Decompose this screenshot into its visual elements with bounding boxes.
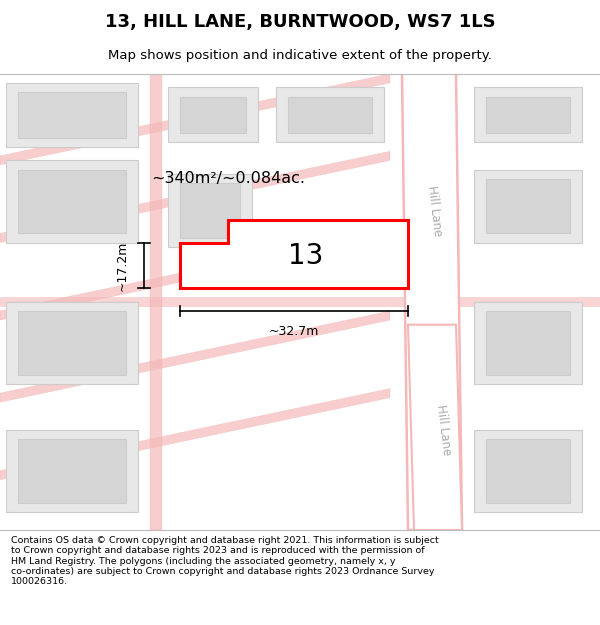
Polygon shape xyxy=(408,74,456,292)
Polygon shape xyxy=(408,325,462,530)
Bar xyxy=(474,302,582,384)
Bar xyxy=(288,96,372,133)
Text: Hill Lane: Hill Lane xyxy=(434,404,454,456)
Bar xyxy=(276,88,384,142)
Text: ~340m²/~0.084ac.: ~340m²/~0.084ac. xyxy=(151,171,305,186)
Text: 13, HILL LANE, BURNTWOOD, WS7 1LS: 13, HILL LANE, BURNTWOOD, WS7 1LS xyxy=(104,13,496,31)
Text: Contains OS data © Crown copyright and database right 2021. This information is : Contains OS data © Crown copyright and d… xyxy=(11,536,439,586)
Bar xyxy=(486,311,570,375)
Text: ~17.2m: ~17.2m xyxy=(116,240,129,291)
Bar xyxy=(6,161,138,242)
Bar xyxy=(18,92,126,138)
Bar xyxy=(180,183,240,238)
Polygon shape xyxy=(0,389,390,480)
Text: Map shows position and indicative extent of the property.: Map shows position and indicative extent… xyxy=(108,49,492,62)
Polygon shape xyxy=(0,151,390,242)
Bar xyxy=(18,439,126,503)
Bar xyxy=(6,429,138,512)
Polygon shape xyxy=(180,220,408,288)
Bar xyxy=(474,429,582,512)
Bar xyxy=(168,174,252,247)
Bar xyxy=(18,169,126,233)
Text: 13: 13 xyxy=(289,242,323,270)
Bar xyxy=(168,88,258,142)
Text: Hill Lane: Hill Lane xyxy=(425,184,445,237)
Polygon shape xyxy=(0,298,600,306)
Bar xyxy=(474,88,582,142)
Bar xyxy=(486,96,570,133)
Polygon shape xyxy=(0,74,390,165)
Polygon shape xyxy=(408,292,456,530)
Polygon shape xyxy=(0,311,390,402)
Bar xyxy=(486,179,570,233)
Polygon shape xyxy=(150,74,162,530)
Bar xyxy=(6,302,138,384)
Text: ~32.7m: ~32.7m xyxy=(269,325,319,338)
Bar xyxy=(18,311,126,375)
Bar xyxy=(474,169,582,242)
Bar xyxy=(180,96,246,133)
Bar xyxy=(6,83,138,147)
Polygon shape xyxy=(402,74,462,530)
Polygon shape xyxy=(0,229,390,320)
Bar xyxy=(486,439,570,503)
